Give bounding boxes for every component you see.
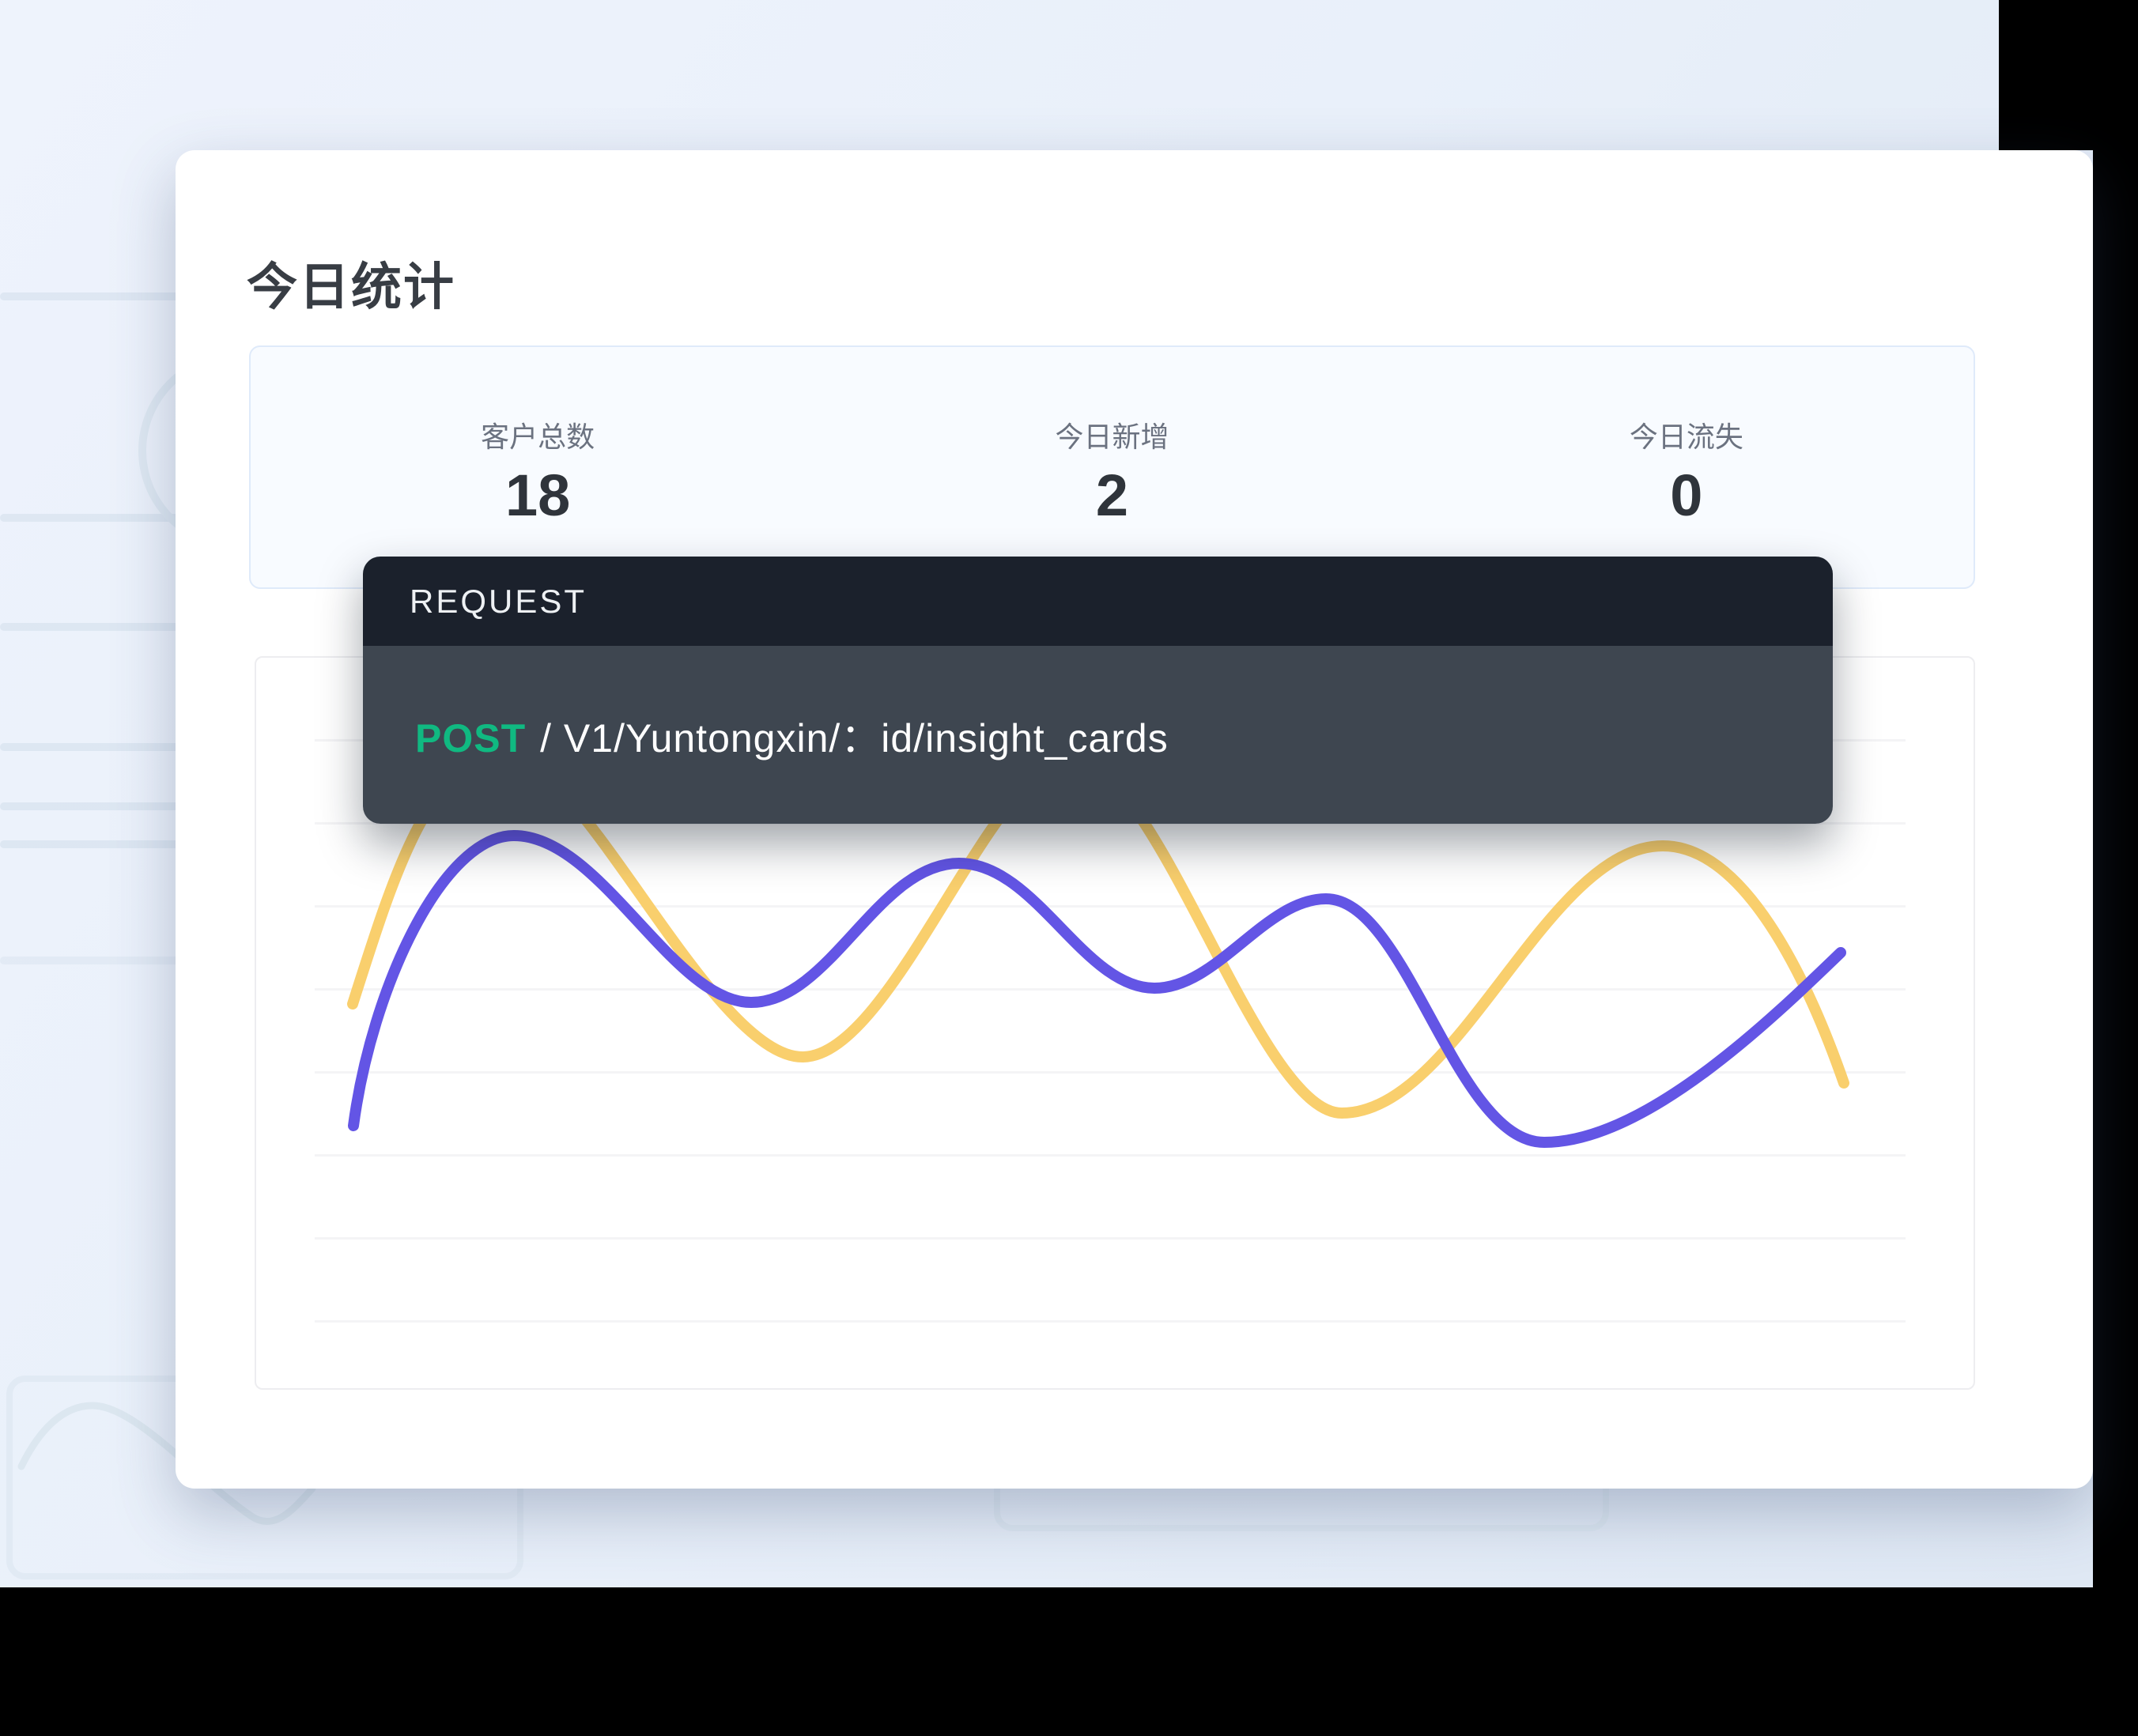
skeleton-text-line [0,802,300,810]
chart-gridline [315,1154,1906,1157]
stat-total-customers: 客户总数 18 [251,347,825,587]
stat-label: 客户总数 [481,421,595,453]
skeleton-text-line [0,623,300,631]
stat-label: 今日新增 [1055,421,1169,453]
stat-value: 2 [1095,462,1129,528]
skeleton-text-line [0,292,300,300]
request-line: POST / V1/Yuntongxin/：id/insight_cards [415,707,1169,764]
request-method-badge: POST [415,715,527,760]
skeleton-text-line [0,743,300,751]
page-title: 今日统计 [247,259,455,315]
chart-gridline [315,988,1906,991]
request-panel-body: POST / V1/Yuntongxin/：id/insight_cards [363,646,1833,824]
request-path: / V1/Yuntongxin/：id/insight_cards [540,715,1169,760]
chart-gridline [315,1237,1906,1240]
stat-value: 0 [1670,462,1703,528]
skeleton-text-line [0,957,300,964]
stat-churned-today: 今日流失 0 [1400,347,1974,587]
skeleton-sine-wave [17,1402,316,1525]
request-tooltip-panel: REQUEST POST / V1/Yuntongxin/：id/insight_… [363,557,1833,824]
black-corner-block [1999,0,2138,150]
skeleton-text-line [0,840,300,848]
stats-summary-card: 客户总数 18 今日新增 2 今日流失 0 [249,345,1975,589]
chart-gridline [315,1071,1906,1074]
stat-value: 18 [505,462,571,528]
stat-label: 今日流失 [1629,421,1743,453]
skeleton-text-line [0,514,300,522]
request-panel-header: REQUEST [363,557,1833,646]
chart-gridline [315,905,1906,908]
stat-new-today: 今日新增 2 [825,347,1399,587]
request-header-label: REQUEST [410,582,587,620]
chart-gridline [315,1320,1906,1323]
